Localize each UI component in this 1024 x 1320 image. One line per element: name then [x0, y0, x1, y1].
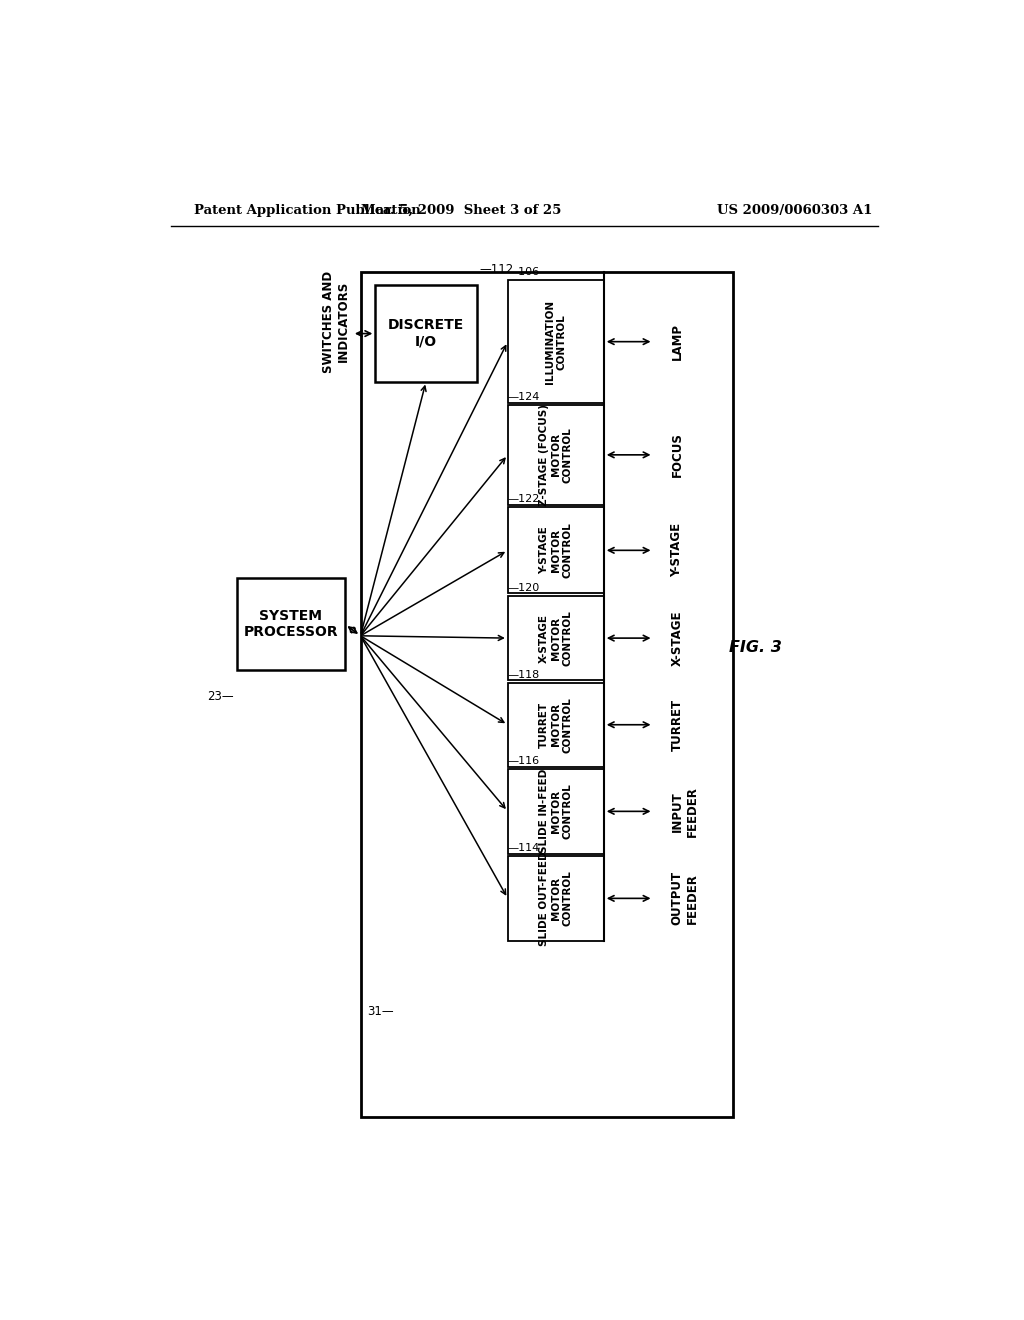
- Bar: [508, 855, 604, 941]
- Text: US 2009/0060303 A1: US 2009/0060303 A1: [717, 205, 872, 218]
- Text: —122: —122: [508, 494, 540, 504]
- Text: FOCUS: FOCUS: [671, 433, 683, 478]
- Text: FIG. 3: FIG. 3: [729, 640, 782, 655]
- Text: Mar. 5, 2009  Sheet 3 of 25: Mar. 5, 2009 Sheet 3 of 25: [361, 205, 561, 218]
- Text: X-STAGE: X-STAGE: [671, 610, 683, 665]
- Text: LAMP: LAMP: [671, 323, 683, 360]
- Text: TURRET: TURRET: [671, 698, 683, 751]
- Bar: [508, 405, 604, 506]
- Bar: [508, 682, 604, 767]
- Text: —116: —116: [508, 756, 540, 766]
- Text: Patent Application Publication: Patent Application Publication: [194, 205, 421, 218]
- Text: —114: —114: [508, 843, 540, 853]
- Text: DISCRETE
I/O: DISCRETE I/O: [388, 318, 464, 348]
- Text: —106: —106: [508, 267, 540, 277]
- Bar: [375, 285, 477, 381]
- Text: SWITCHES AND
INDICATORS: SWITCHES AND INDICATORS: [322, 271, 350, 372]
- Bar: [360, 272, 732, 1117]
- Text: 23—: 23—: [208, 690, 234, 704]
- Text: Y-STAGE: Y-STAGE: [671, 523, 683, 577]
- Text: —120: —120: [508, 582, 540, 593]
- Text: Y-STAGE
MOTOR
CONTROL: Y-STAGE MOTOR CONTROL: [540, 523, 572, 578]
- Bar: [508, 770, 604, 854]
- Text: INPUT
FEEDER: INPUT FEEDER: [671, 785, 698, 837]
- Text: 31—: 31—: [367, 1006, 393, 1019]
- Text: —118: —118: [508, 669, 540, 680]
- Text: SYSTEM
PROCESSOR: SYSTEM PROCESSOR: [244, 609, 338, 639]
- Text: —112: —112: [480, 263, 514, 276]
- Text: Z-STAGE (FOCUS)
MOTOR
CONTROL: Z-STAGE (FOCUS) MOTOR CONTROL: [540, 404, 572, 506]
- Bar: [508, 507, 604, 594]
- Bar: [508, 595, 604, 681]
- Text: OUTPUT
FEEDER: OUTPUT FEEDER: [671, 871, 698, 925]
- Text: SLIDE OUT-FEED
MOTOR
CONTROL: SLIDE OUT-FEED MOTOR CONTROL: [540, 851, 572, 945]
- Text: SLIDE IN-FEED
MOTOR
CONTROL: SLIDE IN-FEED MOTOR CONTROL: [540, 770, 572, 854]
- Text: ILLUMINATION
CONTROL: ILLUMINATION CONTROL: [545, 300, 566, 384]
- Text: —124: —124: [508, 392, 540, 401]
- Bar: [508, 280, 604, 404]
- Bar: [237, 578, 345, 671]
- Text: X-STAGE
MOTOR
CONTROL: X-STAGE MOTOR CONTROL: [540, 610, 572, 667]
- Text: TURRET
MOTOR
CONTROL: TURRET MOTOR CONTROL: [540, 697, 572, 752]
